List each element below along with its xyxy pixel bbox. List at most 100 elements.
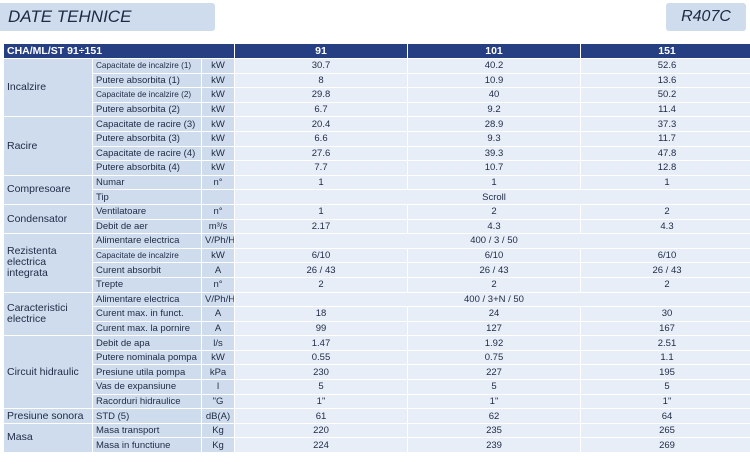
value-cell: 6.6 bbox=[235, 131, 407, 146]
group-label: Incalzire bbox=[4, 59, 92, 117]
technical-data-table: CHA/ML/ST 91÷151 91 101 151 Incalzire Cap… bbox=[3, 43, 750, 453]
table-row: Circuit hidraulic Debit de apa l/s 1.47 1.92… bbox=[4, 336, 750, 409]
value-cell: 2 bbox=[408, 277, 580, 292]
refrigerant-badge: R407C bbox=[666, 3, 746, 31]
table-row: Capacitate de incalzire (2) kW 29.8 40 50.2 bbox=[4, 88, 750, 102]
parameter-label: Masa in functiune bbox=[93, 438, 201, 453]
table-row: Incalzire Capacitate de incalzire (1) kW 30… bbox=[4, 59, 750, 117]
value-cell: 12.8 bbox=[581, 161, 750, 175]
value-cell: 10.9 bbox=[408, 73, 580, 88]
table-row: Compresoare Numar n° 1 1 1 bbox=[4, 175, 750, 204]
table-row: Presiune sonora STD (5) dB(A) 61 62 64 bbox=[4, 409, 750, 423]
table-row: Vas de expansiune l 5 5 5 bbox=[4, 380, 750, 394]
value-cell: 1.92 bbox=[408, 336, 580, 350]
table-row: Tip Scroll bbox=[4, 190, 750, 204]
value-cell: 224 bbox=[235, 438, 407, 453]
page-title: DATE TEHNICE bbox=[0, 3, 215, 31]
value-cell: 37.3 bbox=[581, 117, 750, 131]
value-cell: 4.3 bbox=[408, 219, 580, 234]
group-label: Presiune sonora bbox=[4, 409, 92, 423]
unit-cell bbox=[202, 190, 234, 204]
group-label: Condensator bbox=[4, 204, 92, 234]
value-cell: 26 / 43 bbox=[581, 263, 750, 277]
parameter-label: Putere absorbita (2) bbox=[93, 102, 201, 117]
value-cell: 2 bbox=[408, 204, 580, 219]
value-cell: 1" bbox=[408, 394, 580, 409]
value-cell: 6.7 bbox=[235, 102, 407, 117]
table-row: Caracteristici electrice Alimentare elect… bbox=[4, 292, 750, 336]
value-cell: 24 bbox=[408, 307, 580, 321]
unit-cell: kW bbox=[202, 248, 234, 263]
value-cell: 220 bbox=[235, 423, 407, 438]
table-row: Curent absorbit A 26 / 43 26 / 43 26 / 43 bbox=[4, 263, 750, 277]
table-row: Condensator Ventilatoare n° 1 2 2 bbox=[4, 204, 750, 234]
value-cell: 9.3 bbox=[408, 131, 580, 146]
table-row: Putere absorbita (3) kW 6.6 9.3 11.7 bbox=[4, 131, 750, 146]
parameter-label: Curent max. in funct. bbox=[93, 307, 201, 321]
value-cell: 2 bbox=[581, 204, 750, 219]
table-row: Trepte n° 2 2 2 bbox=[4, 277, 750, 292]
value-cell: 13.6 bbox=[581, 73, 750, 88]
group-label: Circuit hidraulic bbox=[4, 336, 92, 409]
table-row: Capacitate de racire (4) kW 27.6 39.3 47.8 bbox=[4, 146, 750, 161]
parameter-label: Debit de apa bbox=[93, 336, 201, 350]
table-row: Debit de aer m³/s 2.17 4.3 4.3 bbox=[4, 219, 750, 234]
unit-cell: A bbox=[202, 321, 234, 336]
table-row: Masa Masa transport Kg 220 235 265 bbox=[4, 423, 750, 453]
parameter-label: Capacitate de racire (3) bbox=[93, 117, 201, 131]
value-cell: 6/10 bbox=[581, 248, 750, 263]
unit-cell: V/Ph/Hz bbox=[202, 234, 234, 248]
table-row: Presiune utila pompa kPa 230 227 195 bbox=[4, 365, 750, 380]
merged-value-cell: 400 / 3+N / 50 bbox=[235, 292, 750, 307]
table-row: Racorduri hidraulice "G 1" 1" 1" bbox=[4, 394, 750, 409]
group-label: Rezistenta electrica integrata bbox=[4, 234, 92, 292]
value-cell: 20.4 bbox=[235, 117, 407, 131]
value-cell: 18 bbox=[235, 307, 407, 321]
parameter-label: Vas de expansiune bbox=[93, 380, 201, 394]
value-cell: 6/10 bbox=[235, 248, 407, 263]
group-label: Caracteristici electrice bbox=[4, 292, 92, 336]
value-cell: 99 bbox=[235, 321, 407, 336]
value-cell: 6/10 bbox=[408, 248, 580, 263]
value-cell: 1 bbox=[408, 175, 580, 190]
value-cell: 8 bbox=[235, 73, 407, 88]
value-cell: 1.1 bbox=[581, 350, 750, 365]
unit-cell: l/s bbox=[202, 336, 234, 350]
value-cell: 47.8 bbox=[581, 146, 750, 161]
value-cell: 167 bbox=[581, 321, 750, 336]
value-cell: 28.9 bbox=[408, 117, 580, 131]
value-cell: 30.7 bbox=[235, 59, 407, 73]
value-cell: 30 bbox=[581, 307, 750, 321]
unit-cell: "G bbox=[202, 394, 234, 409]
value-cell: 239 bbox=[408, 438, 580, 453]
table-row: Masa in functiune Kg 224 239 269 bbox=[4, 438, 750, 453]
group-label: Compresoare bbox=[4, 175, 92, 204]
value-cell: 265 bbox=[581, 423, 750, 438]
value-cell: 52.6 bbox=[581, 59, 750, 73]
value-cell: 40 bbox=[408, 88, 580, 102]
unit-cell: A bbox=[202, 263, 234, 277]
unit-cell: kW bbox=[202, 131, 234, 146]
merged-value-cell: Scroll bbox=[235, 190, 750, 204]
value-cell: 64 bbox=[581, 409, 750, 423]
parameter-label: Putere absorbita (4) bbox=[93, 161, 201, 175]
value-cell: 27.6 bbox=[235, 146, 407, 161]
unit-cell: kW bbox=[202, 350, 234, 365]
parameter-label: Alimentare electrica bbox=[93, 292, 201, 307]
value-cell: 195 bbox=[581, 365, 750, 380]
unit-cell: kW bbox=[202, 161, 234, 175]
unit-cell: n° bbox=[202, 277, 234, 292]
parameter-label: Curent absorbit bbox=[93, 263, 201, 277]
value-cell: 1 bbox=[235, 204, 407, 219]
value-cell: 5 bbox=[408, 380, 580, 394]
table-row: Curent max. la pornire A 99 127 167 bbox=[4, 321, 750, 336]
unit-cell: kW bbox=[202, 102, 234, 117]
parameter-label: Masa transport bbox=[93, 423, 201, 438]
group-label: Masa bbox=[4, 423, 92, 453]
table-body: Incalzire Capacitate de incalzire (1) kW 30… bbox=[4, 59, 750, 453]
table-row: Putere absorbita (4) kW 7.7 10.7 12.8 bbox=[4, 161, 750, 175]
series-label: CHA/ML/ST 91÷151 bbox=[4, 44, 234, 58]
unit-cell: m³/s bbox=[202, 219, 234, 234]
value-cell: 2 bbox=[581, 277, 750, 292]
value-cell: 2.17 bbox=[235, 219, 407, 234]
